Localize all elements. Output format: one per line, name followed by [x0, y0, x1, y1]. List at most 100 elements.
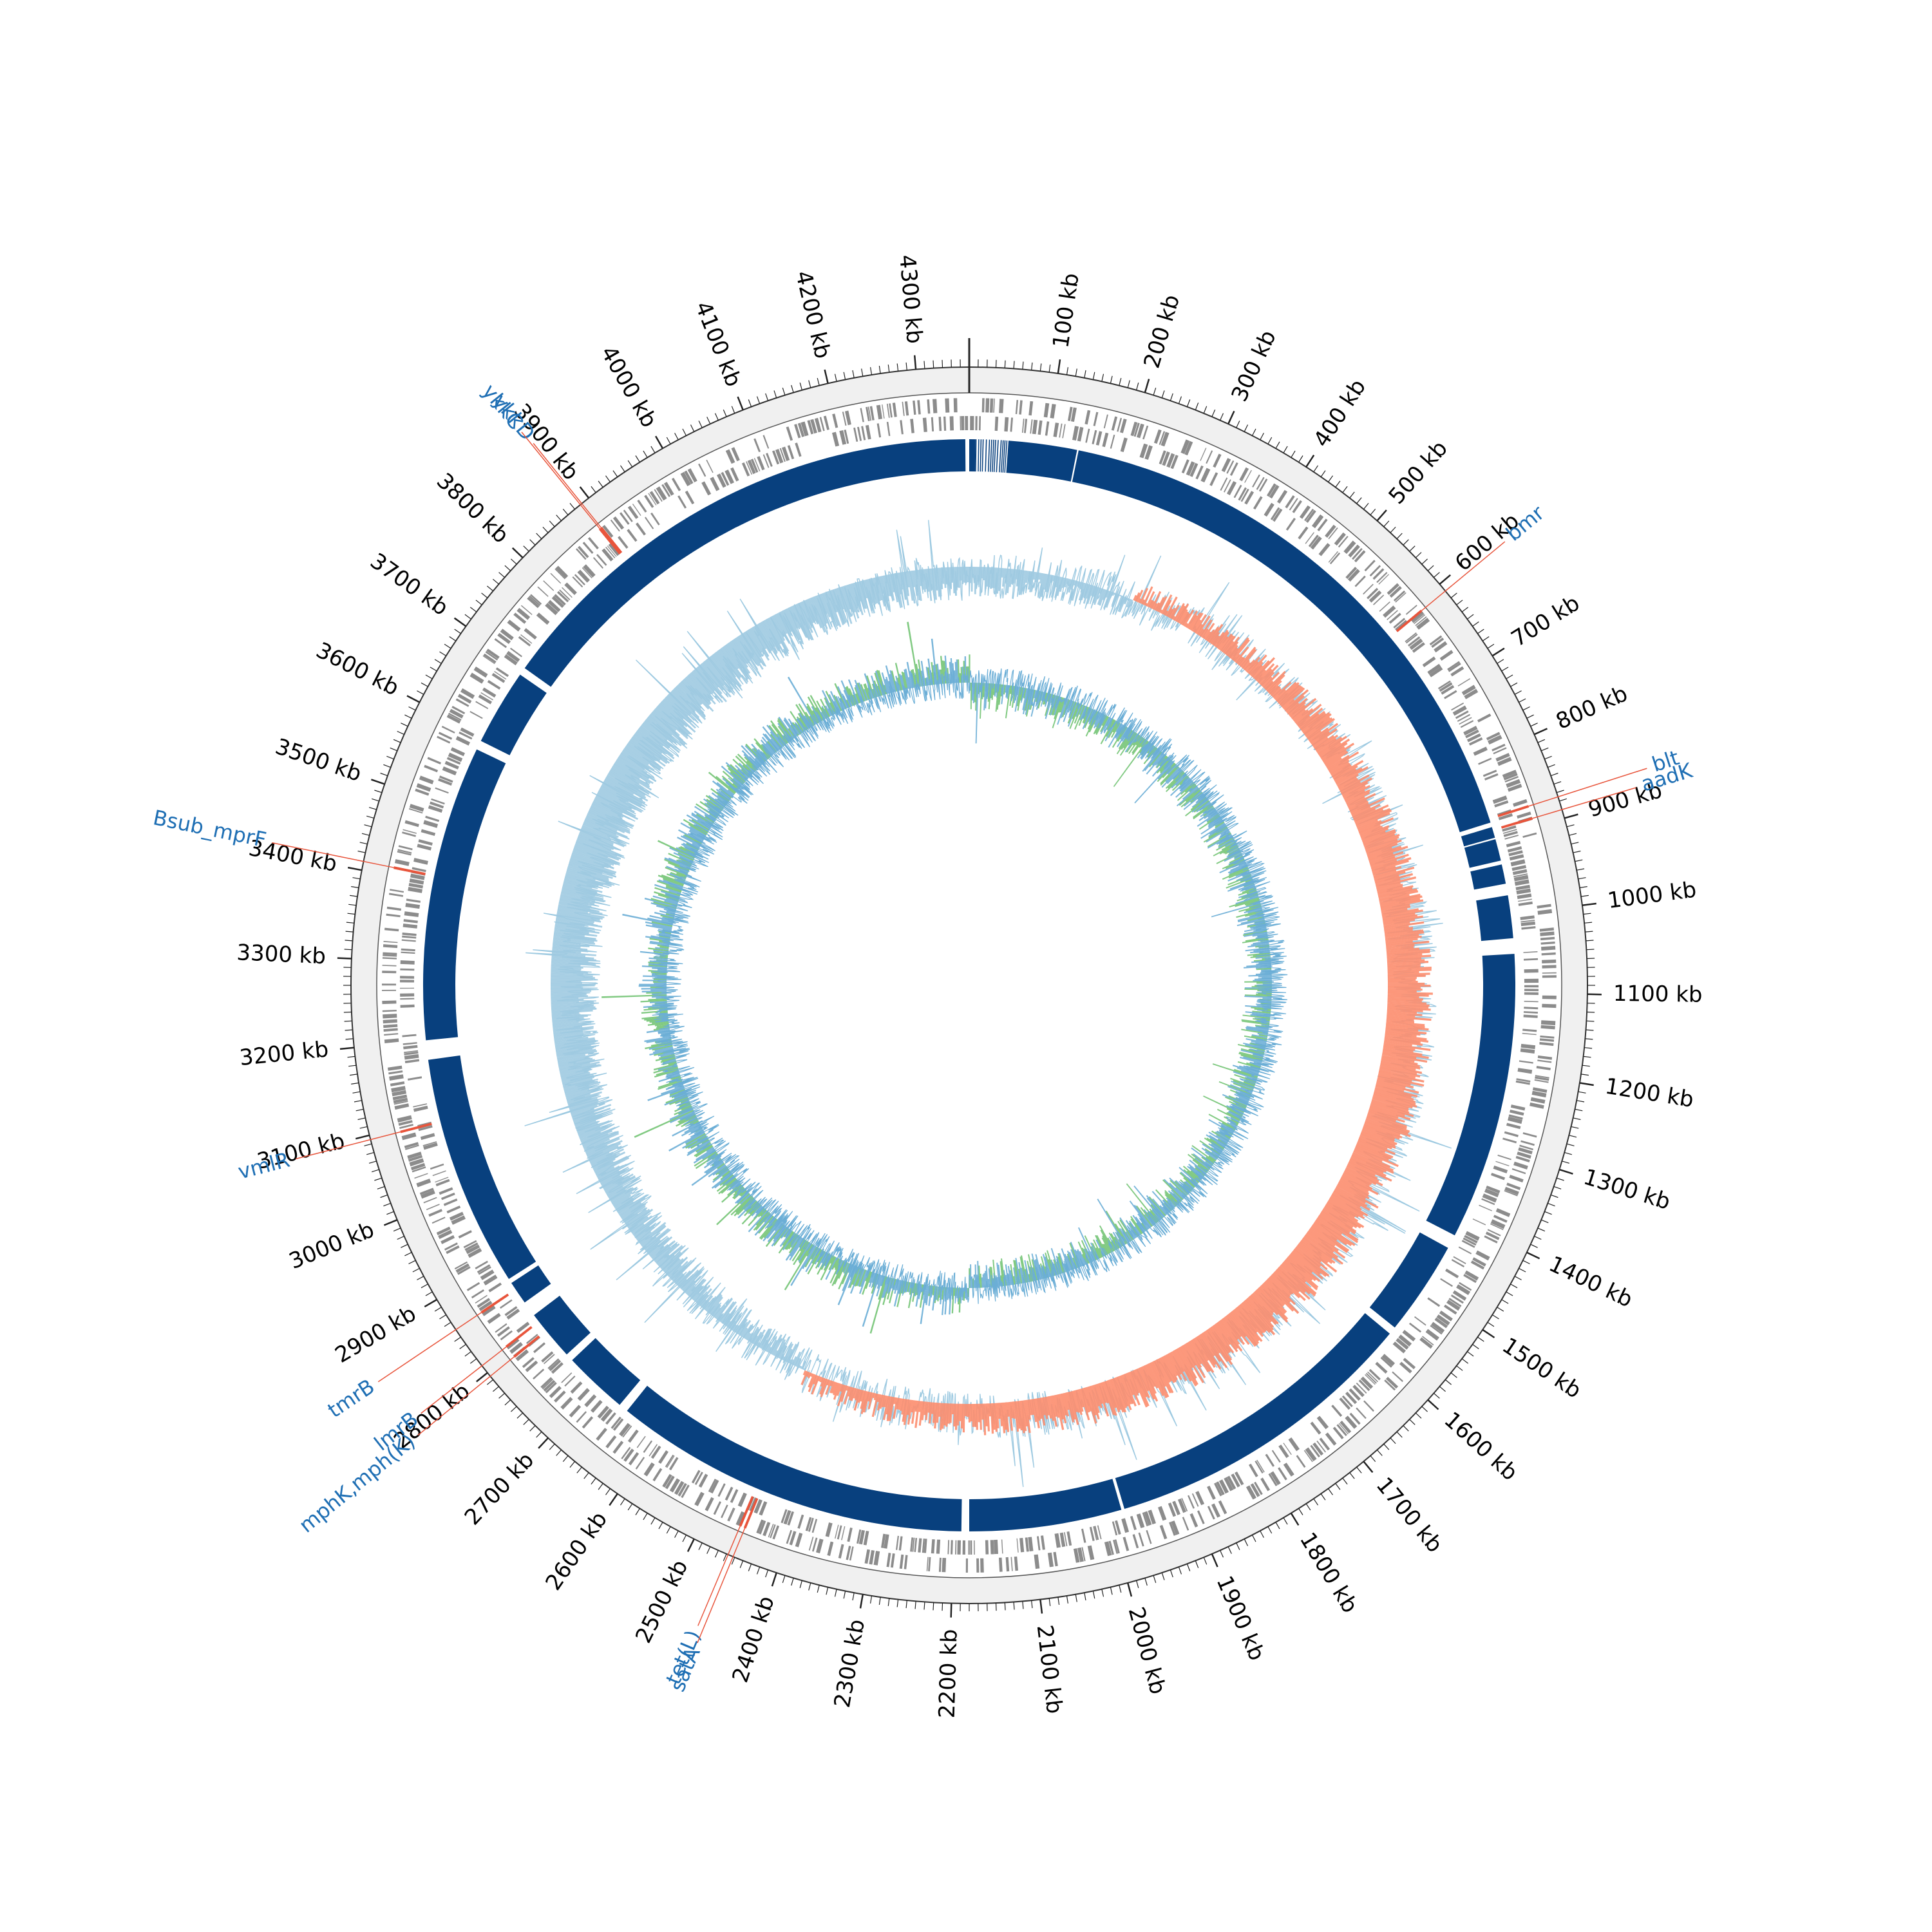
gc-content-bar [873, 577, 881, 601]
gc-content-bar [1379, 893, 1421, 904]
gc-skew-bar [1198, 815, 1220, 830]
cds-feature [394, 1103, 410, 1110]
gc-skew-bar [829, 1256, 835, 1264]
cds-feature [1338, 536, 1349, 548]
gc-content-bar [1362, 1126, 1396, 1141]
cds-feature [524, 628, 537, 639]
gc-content-bar [603, 1173, 634, 1191]
gc-content-bar [650, 1247, 662, 1258]
gc-content-bar [1119, 1375, 1132, 1405]
gc-content-bar [1367, 846, 1392, 857]
gc-skew-bar [858, 1269, 866, 1287]
cds-feature [756, 1519, 764, 1534]
gc-content-bar [1032, 571, 1036, 580]
gc-content-bar [1381, 904, 1410, 911]
gc-content-bar [697, 1288, 712, 1305]
minor-tick [1584, 922, 1593, 923]
cds-feature [1308, 535, 1319, 547]
cds-feature [619, 1423, 631, 1437]
gc-content-bar [589, 1151, 614, 1164]
gc-content-bar [675, 686, 706, 718]
cds-feature [1416, 618, 1430, 630]
gc-content-bar [674, 687, 706, 721]
gc-skew-bar [669, 1089, 686, 1096]
gc-content-bar [867, 1392, 872, 1402]
gc-content-bar [639, 725, 670, 750]
gc-content-bar [1191, 1339, 1215, 1373]
gc-skew-bar [1112, 1231, 1122, 1247]
gc-content-bar [629, 739, 666, 767]
gc-content-bar [1230, 1311, 1258, 1346]
cds-feature [970, 415, 974, 430]
cds-feature [672, 477, 681, 491]
gc-skew-bar [1018, 1262, 1024, 1283]
cds-feature [533, 1368, 545, 1379]
gc-content-bar [905, 571, 910, 588]
gc-content-bar [1208, 1327, 1233, 1361]
cds-feature [1318, 543, 1331, 556]
minor-tick [1260, 1530, 1264, 1538]
gc-content-bar [552, 1017, 584, 1022]
cds-feature [787, 1511, 794, 1526]
gc-content-bar [553, 1031, 591, 1038]
cds-feature [1144, 445, 1153, 460]
gc-content-bar [553, 1028, 583, 1034]
gc-content-bar [1352, 1151, 1394, 1171]
gc-content-bar [1318, 1214, 1359, 1241]
gc-content-bar [1378, 1071, 1425, 1083]
minor-tick [1039, 363, 1042, 372]
gc-content-bar [1217, 636, 1229, 650]
homology-block [990, 439, 992, 472]
gc-content-bar [911, 1400, 916, 1424]
minor-tick [386, 755, 394, 760]
gc-skew-bar [654, 884, 681, 894]
gc-skew-bar [1207, 832, 1231, 848]
minor-tick [605, 475, 611, 482]
minor-tick [1534, 1236, 1542, 1240]
cds-feature [1448, 662, 1461, 672]
gc-content-bar [612, 1194, 632, 1207]
gc-content-bar [745, 630, 764, 657]
cds-feature [917, 400, 921, 415]
minor-tick [1510, 1283, 1518, 1289]
gc-skew-bar [793, 1241, 809, 1265]
gc-skew-bar [704, 1156, 721, 1169]
cds-feature [389, 1074, 404, 1081]
gc-content-bar [574, 1114, 602, 1126]
gc-content-bar [914, 570, 920, 601]
gc-content-bar [1141, 1366, 1159, 1402]
cds-feature [401, 939, 416, 942]
cds-feature [1522, 1028, 1537, 1032]
cds-feature [1159, 431, 1166, 445]
cds-feature [810, 419, 817, 434]
gc-content-bar [1315, 734, 1338, 752]
tick-label: 1400 kb [1545, 1251, 1636, 1313]
gc-content-bar [703, 1302, 710, 1310]
gc-content-bar [1258, 668, 1273, 684]
gc-skew-bar [837, 686, 848, 709]
cds-feature [1472, 1218, 1486, 1226]
gc-skew-bar [1232, 1065, 1259, 1074]
gc-content-bar [918, 1401, 923, 1426]
cds-feature [680, 471, 691, 486]
gc-content-bar [1296, 1245, 1328, 1271]
gc-skew-bar [1252, 933, 1268, 937]
cds-feature [1349, 1412, 1361, 1425]
gc-content-bar [829, 1381, 835, 1394]
cds-feature [1305, 1447, 1317, 1461]
gc-content-bar [796, 603, 810, 630]
cds-feature [753, 1499, 762, 1514]
gc-skew-bar [1200, 822, 1226, 839]
gc-skew-bar [709, 813, 717, 820]
cds-feature [1540, 1035, 1555, 1039]
cds-feature [731, 447, 740, 462]
cds-feature [1464, 688, 1479, 699]
gc-content-bar [1149, 1362, 1168, 1399]
gc-content-bar [1043, 574, 1049, 590]
tick-label: 4300 kb [894, 254, 927, 345]
gc-content-bar [1236, 656, 1244, 665]
gc-content-bar [1373, 1092, 1416, 1106]
gc-content-bar [559, 1061, 600, 1072]
minor-tick [1244, 424, 1249, 432]
gc-content-bar [573, 1107, 611, 1122]
